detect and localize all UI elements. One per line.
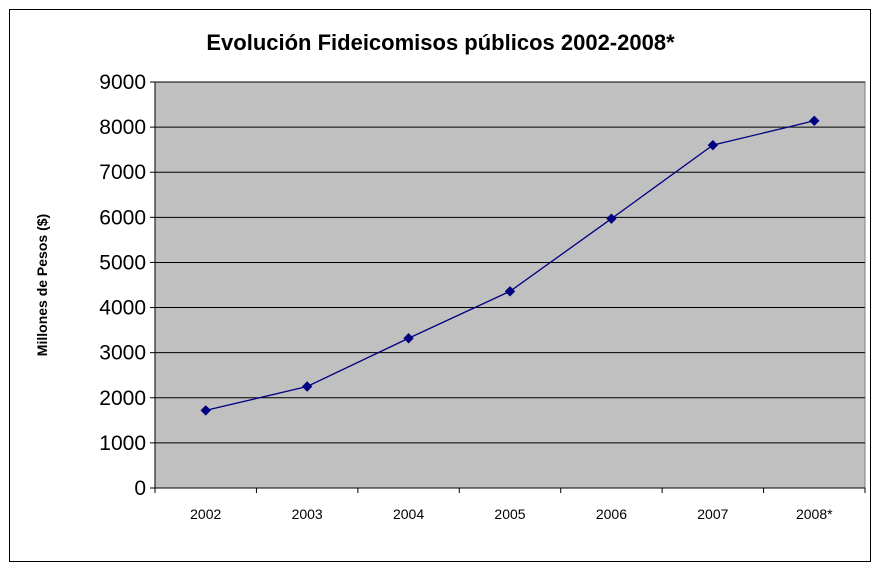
y-tick-label-8000: 8000 xyxy=(99,116,146,139)
y-tick-label-9000: 9000 xyxy=(99,71,146,94)
y-tick-label-6000: 6000 xyxy=(99,206,146,229)
y-axis-label: Millones de Pesos ($) xyxy=(34,214,50,356)
y-tick-label-2000: 2000 xyxy=(99,387,146,410)
gridlines xyxy=(155,81,865,444)
chart-title: Evolución Fideicomisos públicos 2002-200… xyxy=(206,30,675,55)
y-tick-label-0: 0 xyxy=(134,477,146,500)
axes xyxy=(150,81,866,493)
x-tick-label-2008*: 2008* xyxy=(796,506,833,522)
x-tick-label-2004: 2004 xyxy=(393,506,424,522)
x-tick-labels: 2002 2003 2004 2005 2006 2007 2008* xyxy=(190,506,833,522)
y-tick-label-1000: 1000 xyxy=(99,432,146,455)
data-point-2008* xyxy=(809,115,820,127)
x-tick-label-2005: 2005 xyxy=(494,506,525,522)
x-tick-label-2003: 2003 xyxy=(292,506,323,522)
x-tick-label-2002: 2002 xyxy=(190,506,221,522)
y-tick-labels: 0 1000 2000 3000 4000 5000 6000 7000 8000 9000 xyxy=(99,71,146,500)
data-point-2004 xyxy=(403,333,414,344)
y-tick-label-5000: 5000 xyxy=(99,251,146,274)
plot-area xyxy=(154,81,866,489)
y-tick-label-3000: 3000 xyxy=(99,342,146,365)
x-tick-label-2007: 2007 xyxy=(697,506,728,522)
data-point-2006 xyxy=(606,213,617,224)
y-tick-label-4000: 4000 xyxy=(99,297,146,320)
data-point-2005 xyxy=(504,286,516,297)
x-tick-label-2006: 2006 xyxy=(596,506,627,522)
data-point-2003 xyxy=(301,381,313,392)
data-point-2002 xyxy=(200,405,211,416)
data-point-2007 xyxy=(707,139,719,151)
series-group xyxy=(200,115,820,416)
y-tick-label-7000: 7000 xyxy=(99,161,146,184)
